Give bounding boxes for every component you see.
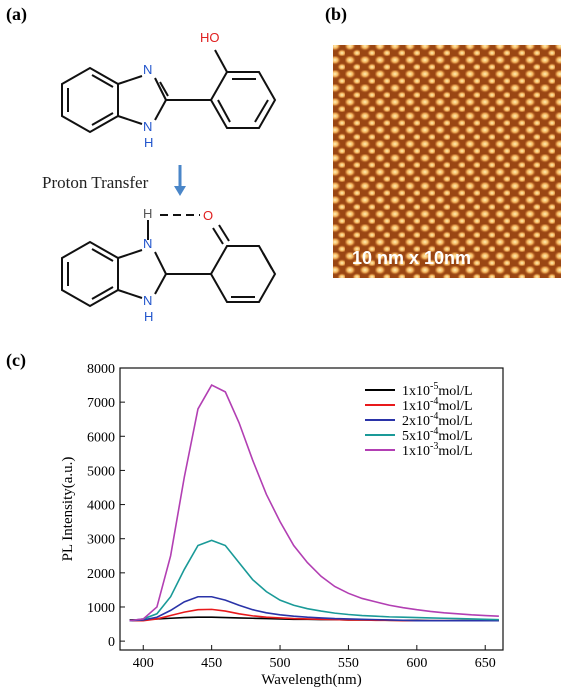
- atom-label: N: [143, 119, 152, 134]
- arrow-label: Proton Transfer: [42, 173, 149, 192]
- x-axis-label: Wavelength(nm): [261, 672, 361, 687]
- panel-label: (a): [6, 4, 27, 25]
- y-tick-label: 8000: [87, 362, 115, 377]
- y-axis-label: PL Intensity(a.u.): [60, 457, 76, 562]
- x-tick-label: 600: [406, 656, 427, 671]
- y-tick-label: 7000: [87, 396, 115, 411]
- atom-label: O: [203, 208, 213, 223]
- ring: [61, 66, 119, 134]
- atom-label: H: [144, 309, 153, 324]
- y-tick-label: 1000: [87, 601, 115, 616]
- y-tick-label: 2000: [87, 567, 115, 582]
- y-tick-label: 5000: [87, 464, 115, 479]
- legend-label: 1x10-5mol/L: [402, 381, 473, 399]
- atom-label: H: [143, 206, 152, 221]
- series-line: [129, 595, 499, 622]
- y-tick-label: 4000: [87, 499, 115, 514]
- x-tick-label: 450: [201, 656, 222, 671]
- x-tick-label: 400: [133, 656, 154, 671]
- atom-label: HO: [200, 30, 220, 45]
- panel-label: (c): [6, 350, 26, 371]
- chart: 0 1000 2000 3000 4000 5000 6000 7000 8000 400 450 5…: [60, 362, 504, 687]
- legend-label: 1x10-3mol/L: [402, 441, 473, 459]
- series-line: [129, 384, 499, 622]
- x-tick-label: 500: [270, 656, 291, 671]
- x-tick-label: 550: [338, 656, 359, 671]
- arrow-head: [174, 186, 186, 196]
- ring: [209, 71, 277, 129]
- atom-label: N: [143, 293, 152, 308]
- y-tick-label: 3000: [87, 533, 115, 548]
- y-tick-label: 0: [108, 635, 115, 650]
- molecule-enol: HO N N H: [61, 30, 277, 150]
- atom-label: H: [144, 135, 153, 150]
- legend-label: 5x10-4mol/L: [402, 426, 473, 444]
- panel-label: (b): [325, 4, 347, 25]
- legend-label: 1x10-4mol/L: [402, 396, 473, 414]
- plot-frame: [119, 367, 504, 651]
- y-tick-label: 6000: [87, 430, 115, 445]
- atom-label: N: [143, 62, 152, 77]
- legend-label: 2x10-4mol/L: [402, 411, 473, 429]
- series-line: [129, 539, 499, 622]
- x-tick-label: 650: [475, 656, 496, 671]
- molecule-keto: H O N N H: [61, 206, 277, 324]
- atom-label: N: [143, 236, 152, 251]
- stm-image: [333, 45, 561, 278]
- scale-label: 10 nm x 10nm: [352, 248, 471, 268]
